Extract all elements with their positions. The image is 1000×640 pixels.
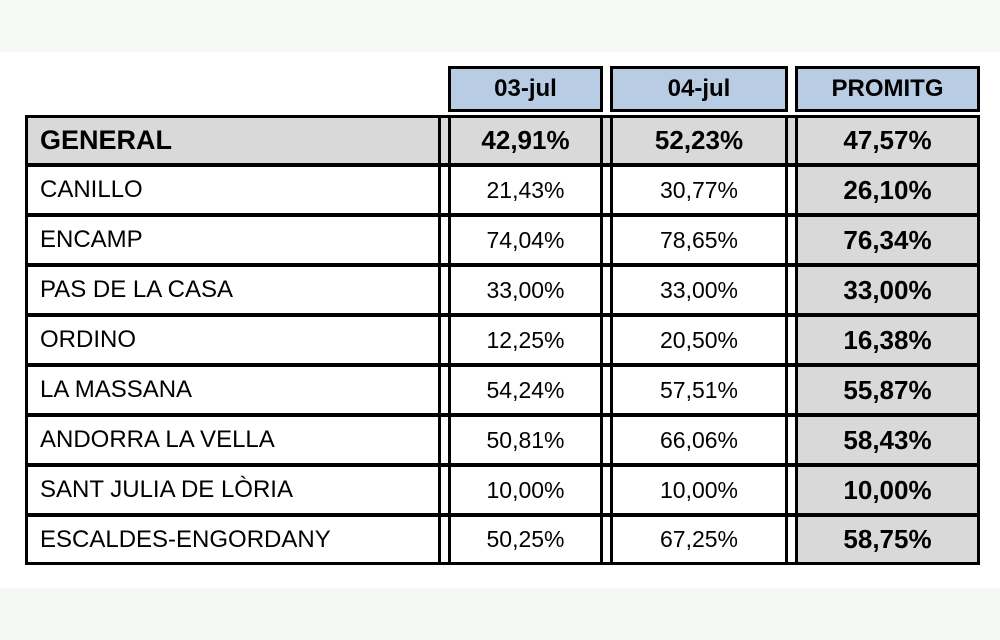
row-label: LA MASSANA [25,365,441,415]
average-cell: 76,34% [795,215,980,265]
value-cell: 54,24% [448,365,603,415]
column-gutter [441,415,448,465]
row-label: ESCALDES-ENGORDANY [25,515,441,565]
row-label: SANT JULIA DE LÒRIA [25,465,441,515]
average-cell: 33,00% [795,265,980,315]
column-header-03-jul: 03-jul [448,66,603,112]
average-cell: 58,75% [795,515,980,565]
column-gutter [603,465,610,515]
average-cell: 47,57% [795,115,980,165]
value-cell: 74,04% [448,215,603,265]
column-gutter [788,165,795,215]
row-label: ENCAMP [25,215,441,265]
column-gutter [788,465,795,515]
column-gutter [603,265,610,315]
value-cell: 52,23% [610,115,788,165]
average-cell: 26,10% [795,165,980,215]
value-cell: 20,50% [610,315,788,365]
row-label: ORDINO [25,315,441,365]
column-gutter [788,415,795,465]
column-gutter [603,415,610,465]
column-gutter [603,315,610,365]
column-gutter [441,315,448,365]
column-gutter [441,465,448,515]
column-gutter [603,165,610,215]
column-gutter [603,215,610,265]
value-cell: 30,77% [610,165,788,215]
value-cell: 67,25% [610,515,788,565]
header-blank-cell [25,66,441,112]
column-header-04-jul: 04-jul [610,66,788,112]
value-cell: 50,25% [448,515,603,565]
column-gutter [603,365,610,415]
row-label: ANDORRA LA VELLA [25,415,441,465]
column-gutter [788,215,795,265]
average-cell: 16,38% [795,315,980,365]
header-gutter [441,66,448,112]
column-gutter [441,115,448,165]
column-gutter [788,515,795,565]
column-gutter [441,265,448,315]
row-label: PAS DE LA CASA [25,265,441,315]
row-label: GENERAL [25,115,441,165]
column-gutter [603,515,610,565]
value-cell: 33,00% [448,265,603,315]
average-cell: 58,43% [795,415,980,465]
column-gutter [441,215,448,265]
average-cell: 55,87% [795,365,980,415]
value-cell: 12,25% [448,315,603,365]
value-cell: 21,43% [448,165,603,215]
column-header-promitg: PROMITG [795,66,980,112]
percentages-table: 03-jul 04-jul PROMITG GENERAL 42,91% 52,… [25,66,980,565]
column-gutter [603,115,610,165]
top-margin-strip [0,0,1000,52]
column-gutter [441,365,448,415]
column-gutter [788,265,795,315]
bottom-margin-strip [0,588,1000,640]
column-gutter [788,115,795,165]
column-gutter [788,315,795,365]
header-gutter [603,66,610,112]
column-gutter [441,165,448,215]
value-cell: 33,00% [610,265,788,315]
header-gutter [788,66,795,112]
average-cell: 10,00% [795,465,980,515]
value-cell: 42,91% [448,115,603,165]
value-cell: 78,65% [610,215,788,265]
value-cell: 10,00% [448,465,603,515]
row-label: CANILLO [25,165,441,215]
value-cell: 50,81% [448,415,603,465]
value-cell: 66,06% [610,415,788,465]
value-cell: 57,51% [610,365,788,415]
column-gutter [788,365,795,415]
value-cell: 10,00% [610,465,788,515]
column-gutter [441,515,448,565]
